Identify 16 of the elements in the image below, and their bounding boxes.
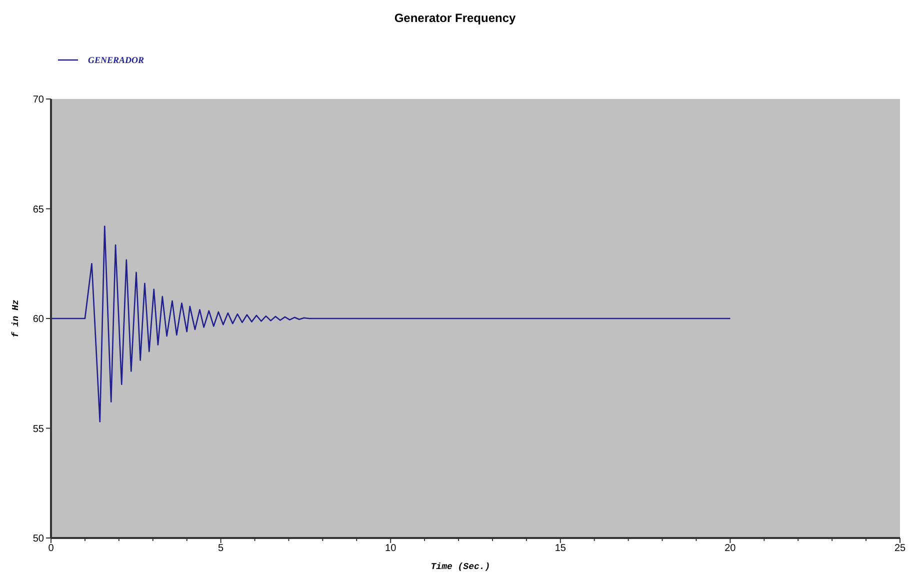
line-series (50, 226, 731, 422)
x-tick-label: 0 (48, 543, 54, 554)
chart-title: Generator Frequency (394, 11, 516, 25)
x-tick-label: 25 (894, 543, 906, 554)
y-tick-label: 65 (32, 204, 44, 216)
y-tick-label: 70 (32, 94, 44, 106)
y-axis-title: f in Hz (11, 300, 21, 338)
y-tick-label: 55 (32, 424, 44, 435)
y-tick-label: 50 (32, 534, 44, 544)
y-tick-label: 60 (32, 314, 44, 325)
legend-label: GENERADOR (88, 55, 144, 65)
x-axis-title: Time (Sec.) (430, 562, 490, 572)
x-tick-label: 10 (385, 543, 397, 554)
x-tick-label: 15 (554, 543, 566, 554)
x-tick-label: 5 (218, 543, 224, 554)
x-tick-label: 20 (724, 543, 736, 554)
